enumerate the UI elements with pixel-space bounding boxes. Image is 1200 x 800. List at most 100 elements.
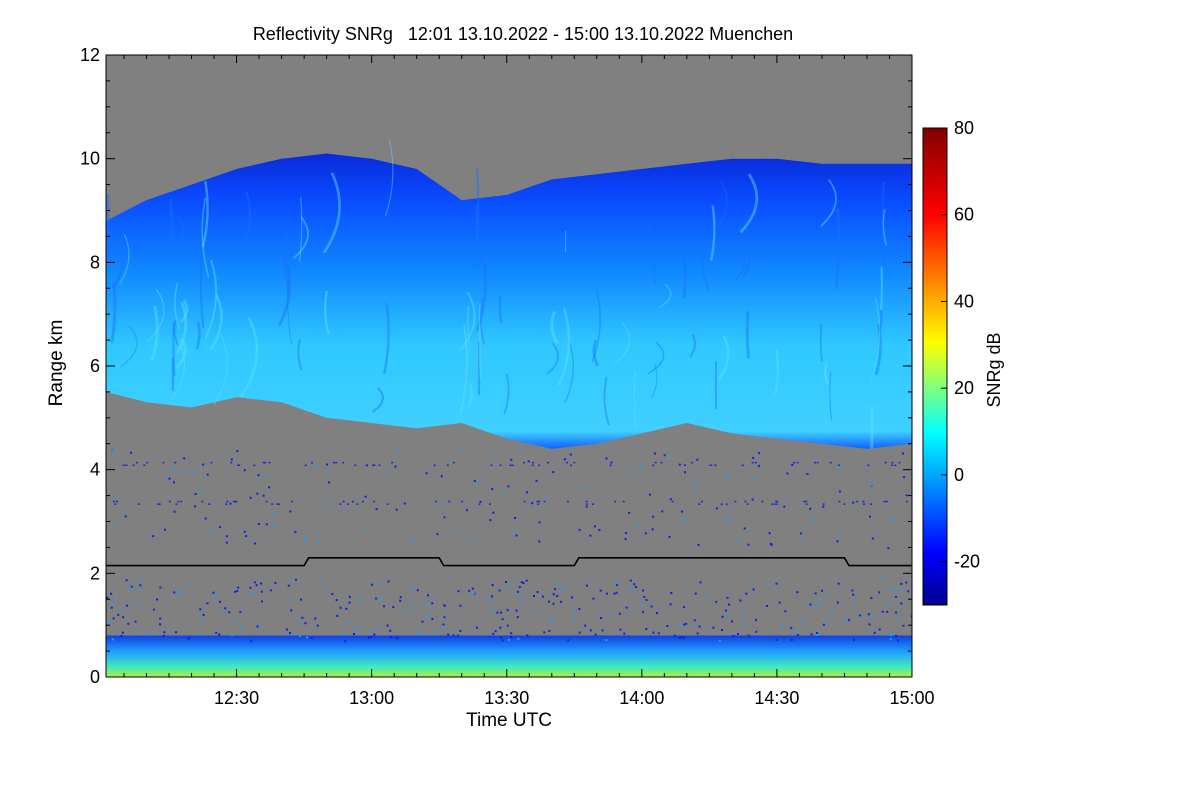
cloud-streak	[739, 173, 759, 234]
noise-pixel	[836, 601, 839, 604]
noise-pixel	[173, 481, 175, 484]
noise-pixel	[216, 597, 219, 600]
noise-pixel	[562, 588, 565, 591]
cloud-streak	[823, 362, 830, 386]
noise-pixel	[585, 584, 588, 587]
noise-pixel	[732, 634, 735, 637]
noise-pixel	[421, 620, 424, 623]
noise-pixel	[404, 608, 407, 611]
noise-pixel	[889, 637, 892, 640]
noise-pixel	[726, 519, 729, 522]
cloud-streak	[479, 297, 485, 345]
noise-pixel	[479, 500, 482, 503]
noise-pixel	[778, 601, 781, 604]
noise-pixel	[489, 519, 492, 522]
x-tick-label: 12:30	[214, 688, 259, 708]
noise-pixel	[554, 588, 557, 591]
cloud-streak	[120, 325, 138, 368]
noise-pixel	[754, 478, 757, 481]
noise-pixel	[525, 579, 528, 582]
noise-pixel	[131, 584, 134, 586]
noise-pixel	[325, 588, 328, 591]
noise-pixel	[440, 475, 443, 478]
noise-pixel	[863, 503, 865, 505]
noise-pixel	[115, 597, 118, 600]
noise-pixel	[857, 616, 860, 619]
noise-pixel	[560, 600, 563, 603]
noise-pixel	[823, 618, 825, 620]
noise-pixel	[652, 515, 655, 518]
cloud-streak	[174, 283, 181, 331]
noise-pixel	[739, 599, 742, 602]
noise-pixel	[364, 495, 367, 498]
cloud-streak	[734, 246, 746, 282]
noise-pixel	[881, 579, 884, 582]
noise-pixel	[468, 589, 471, 592]
noise-pixel	[365, 464, 368, 467]
noise-pixel	[287, 584, 290, 587]
noise-pixel	[578, 528, 581, 531]
noise-pixel	[114, 503, 117, 505]
noise-pixel	[301, 616, 304, 619]
noise-pixel	[712, 626, 715, 629]
noise-pixel	[821, 589, 823, 592]
noise-pixel	[249, 586, 252, 589]
noise-pixel	[755, 630, 758, 633]
x-tick-label: 13:30	[484, 688, 529, 708]
colorbar-tick-label: 0	[954, 465, 964, 485]
noise-pixel	[403, 502, 406, 505]
noise-pixel	[881, 610, 884, 613]
noise-pixel	[682, 606, 685, 609]
cloud-streak	[633, 372, 637, 428]
noise-pixel	[557, 582, 560, 585]
noise-pixel	[720, 629, 723, 631]
noise-pixel	[342, 500, 345, 503]
noise-pixel	[680, 624, 683, 627]
cloud-streak	[820, 178, 837, 227]
noise-pixel	[509, 464, 512, 466]
noise-pixel	[417, 632, 420, 635]
noise-pixel	[271, 503, 274, 505]
noise-pixel	[116, 500, 118, 503]
noise-pixel	[209, 531, 212, 534]
noise-pixel	[159, 586, 162, 589]
noise-pixel	[714, 464, 717, 466]
noise-pixel	[810, 633, 813, 636]
noise-pixel	[900, 590, 903, 593]
noise-pixel	[845, 619, 848, 622]
noise-pixel	[736, 633, 739, 636]
noise-pixel	[905, 494, 908, 497]
cloud-streak	[110, 281, 117, 343]
cloud-streak	[557, 308, 571, 386]
noise-pixel	[133, 602, 136, 605]
noise-pixel	[125, 579, 128, 582]
noise-pixel	[180, 500, 183, 503]
noise-pixel	[289, 632, 291, 634]
noise-pixel	[700, 500, 703, 503]
noise-pixel	[452, 461, 455, 464]
noise-pixel	[320, 579, 322, 582]
noise-pixel	[137, 589, 140, 591]
noise-pixel	[625, 532, 628, 535]
noise-pixel	[153, 608, 156, 611]
noise-pixel	[388, 470, 391, 472]
noise-pixel	[705, 596, 708, 599]
noise-pixel	[644, 532, 647, 535]
noise-pixel	[206, 473, 209, 476]
noise-pixel	[786, 472, 789, 475]
noise-pixel	[473, 541, 476, 544]
noise-pixel	[262, 494, 265, 497]
cloud-streak	[546, 342, 559, 375]
noise-pixel	[684, 520, 687, 522]
noise-pixel	[613, 592, 616, 595]
noise-pixel	[429, 615, 432, 618]
noise-pixel	[347, 503, 349, 505]
noise-pixel	[490, 608, 493, 611]
noise-pixel	[600, 617, 602, 619]
cloud-streak	[745, 311, 750, 359]
noise-pixel	[386, 624, 389, 627]
noise-pixel	[887, 547, 890, 550]
noise-pixel	[623, 632, 626, 635]
cloud-streak	[880, 266, 883, 311]
noise-pixel	[720, 503, 723, 505]
